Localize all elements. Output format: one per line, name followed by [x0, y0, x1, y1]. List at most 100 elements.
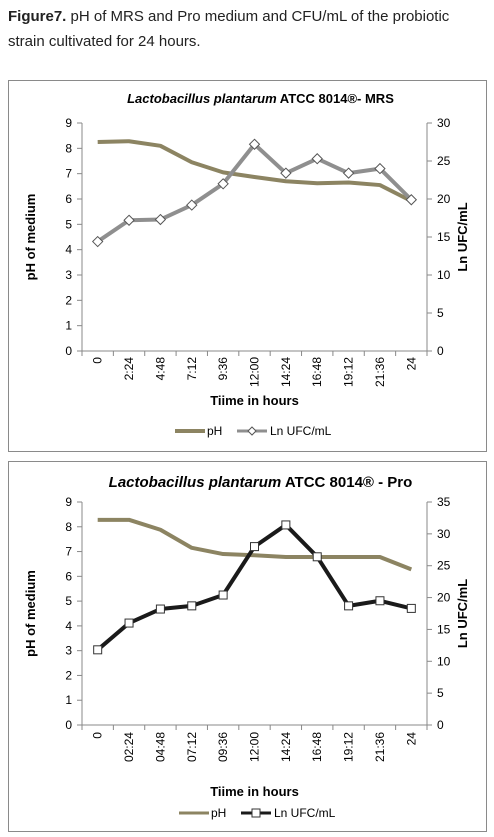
chart-title: Lactobacillus plantarum ATCC 8014®- MRS	[127, 91, 394, 106]
y-tick-label-right: 5	[437, 306, 444, 320]
chart-pro: Lactobacillus plantarum ATCC 8014® - Pro…	[23, 474, 470, 820]
data-point-ufc	[311, 153, 323, 165]
data-point-ufc	[155, 604, 165, 614]
x-tick-label: 02:24	[122, 732, 136, 762]
chart-panel-pro: Lactobacillus plantarum ATCC 8014® - Pro…	[8, 461, 487, 832]
legend-marker-ufc	[251, 808, 261, 818]
y-tick-label-right: 20	[437, 192, 451, 206]
data-point-ufc	[375, 596, 385, 606]
x-tick-label: 12:00	[248, 357, 262, 387]
y-tick-label-left: 5	[65, 217, 72, 231]
legend-label-ph: pH	[207, 424, 222, 438]
y-tick-label-left: 2	[65, 668, 72, 682]
y-tick-label-left: 9	[65, 495, 72, 509]
x-tick-label: 0	[91, 732, 105, 739]
data-point-ufc	[280, 167, 292, 179]
data-point-ufc	[217, 178, 229, 190]
figure-label: Figure7.	[8, 8, 67, 25]
x-tick-label: 2:24	[122, 357, 136, 381]
y-tick-label-left: 4	[65, 243, 72, 257]
y-tick-label-left: 1	[65, 693, 72, 707]
chart-title-strain: ATCC 8014®- MRS	[277, 91, 395, 106]
legend-label-ufc: Ln UFC/mL	[274, 806, 336, 820]
data-point-ufc	[248, 138, 261, 150]
x-tick-label: 21:36	[373, 732, 387, 762]
data-point-ufc	[374, 162, 386, 175]
y-tick-label-left: 4	[65, 619, 72, 633]
series-line-ufc	[96, 142, 413, 244]
x-tick-label: 12:00	[248, 732, 262, 762]
x-tick-label: 0	[91, 357, 105, 364]
x-tick-label: 07:12	[185, 732, 199, 762]
data-point-ufc	[342, 167, 355, 179]
figure-caption-text: pH of MRS and Pro medium and CFU/mL of t…	[8, 8, 450, 50]
x-tick-label: 14:24	[279, 732, 293, 762]
y-axis-title-right: Ln UFC/mL	[455, 202, 470, 271]
y-tick-label-left: 5	[65, 594, 72, 608]
legend-label-ph: pH	[211, 806, 226, 820]
y-tick-label-left: 3	[65, 268, 72, 282]
data-point-ufc	[124, 618, 134, 628]
data-point-ufc	[91, 235, 104, 248]
y-tick-label-left: 0	[65, 344, 72, 358]
x-tick-label: 16:48	[310, 357, 324, 387]
y-tick-label-right: 20	[437, 591, 451, 605]
x-axis-title: Tiime in hours	[210, 784, 299, 799]
data-point-ufc	[406, 603, 416, 613]
x-tick-label: 4:48	[153, 357, 167, 381]
y-tick-label-left: 8	[65, 520, 72, 534]
y-tick-label-right: 30	[437, 527, 451, 541]
chart-panel-mrs: Lactobacillus plantarum ATCC 8014®- MRS 0…	[8, 80, 487, 452]
chart-title-species: Lactobacillus plantarum	[109, 474, 282, 491]
x-tick-label: 14:24	[279, 357, 293, 387]
y-tick-label-left: 2	[65, 293, 72, 307]
figure-caption: Figure7. pH of MRS and Pro medium and CF…	[8, 4, 486, 54]
y-tick-label-left: 8	[65, 141, 72, 155]
y-axis-title-right: Ln UFC/mL	[455, 579, 470, 648]
y-tick-label-right: 15	[437, 230, 451, 244]
x-tick-label: 04:48	[153, 732, 167, 762]
x-tick-label: 19:12	[342, 732, 356, 762]
y-tick-label-left: 0	[65, 718, 72, 732]
data-point-ufc	[186, 199, 198, 211]
x-tick-label: 9:36	[216, 357, 230, 381]
chart-title-strain: ATCC 8014® - Pro	[281, 474, 412, 491]
y-tick-label-right: 30	[437, 116, 451, 130]
data-point-ufc	[93, 645, 103, 655]
x-tick-label: 09:36	[216, 732, 230, 762]
chart-title: Lactobacillus plantarum ATCC 8014® - Pro	[109, 474, 413, 491]
data-point-ufc	[250, 542, 259, 552]
data-point-ufc	[312, 552, 322, 562]
x-tick-label: 24	[404, 357, 418, 371]
x-tick-label: 16:48	[310, 732, 324, 762]
y-tick-label-left: 1	[65, 319, 72, 333]
x-tick-label: 21:36	[373, 357, 387, 387]
data-point-ufc	[187, 601, 197, 611]
data-point-ufc	[218, 590, 228, 600]
y-tick-label-right: 0	[437, 718, 444, 732]
y-tick-label-right: 25	[437, 559, 451, 573]
y-tick-label-right: 15	[437, 622, 451, 636]
y-tick-label-right: 0	[437, 344, 444, 358]
y-tick-label-left: 6	[65, 192, 72, 206]
x-axis-title: Tiime in hours	[210, 393, 299, 408]
y-tick-label-right: 35	[437, 495, 451, 509]
data-point-ufc	[123, 214, 135, 226]
y-tick-label-right: 25	[437, 154, 451, 168]
chart-title-species: Lactobacillus plantarum	[127, 91, 277, 106]
y-tick-label-left: 6	[65, 569, 72, 583]
data-point-ufc	[281, 520, 291, 530]
data-point-ufc	[344, 601, 354, 611]
series-line-ph	[97, 139, 413, 203]
x-tick-label: 19:12	[342, 357, 356, 387]
legend-label-ufc: Ln UFC/mL	[270, 424, 332, 438]
legend-marker-ufc	[247, 426, 257, 436]
series-line-ph	[97, 517, 413, 572]
y-axis-title-left: pH of medium	[23, 194, 38, 281]
data-point-ufc	[154, 213, 167, 226]
y-tick-label-right: 5	[437, 686, 444, 700]
chart-mrs: Lactobacillus plantarum ATCC 8014®- MRS 0…	[23, 91, 470, 438]
x-tick-label: 7:12	[185, 357, 199, 381]
data-point-ufc	[405, 194, 418, 206]
y-tick-label-left: 3	[65, 644, 72, 658]
